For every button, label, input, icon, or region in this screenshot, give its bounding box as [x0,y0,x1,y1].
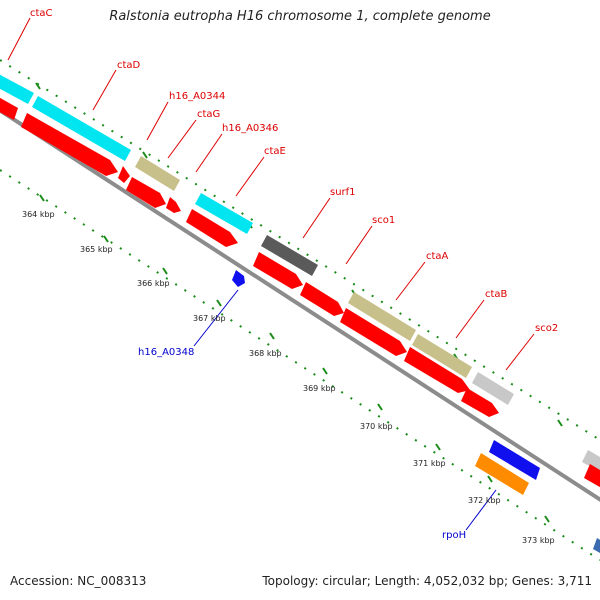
label-leaders-blue [193,289,497,531]
feature-ctaE-rna [195,193,253,234]
tick-label: 370 kbp [360,422,393,431]
leader-surf1 [302,197,331,239]
gene-label-h16_A0348: h16_A0348 [138,347,194,358]
cds-arrow [126,177,166,208]
feature-sco2 [472,372,514,405]
leader-h16_A0344 [146,101,169,141]
feature-edge-gray [582,450,600,472]
label-leaders [7,17,535,371]
inner-tick [322,367,328,375]
leader-rpoH [465,489,497,531]
tick-label: 368 kbp [249,349,282,358]
inner-tick [544,515,550,523]
gene-label-sco1: sco1 [372,215,395,226]
tick-label: 369 kbp [303,384,336,393]
inner-tick [162,267,168,275]
map-title: Ralstonia eutropha H16 chromosome 1, com… [109,9,491,24]
upper-track-features [0,74,600,472]
inner-tick [103,235,109,243]
feature-surf1 [261,235,318,276]
cds-arrow [461,388,499,417]
leader-ctaC [7,17,31,61]
feature-ctaC-rna [0,74,34,104]
gene-label-ctaE: ctaE [264,146,286,157]
leader-ctaE [235,156,265,197]
tick-label: 373 kbp [522,536,555,545]
leader-ctaD [92,69,117,111]
gene-label-ctaG: ctaG [197,109,220,120]
genome-summary-text: Topology: circular; Length: 4,052,032 bp… [262,574,592,588]
cds-arrow [300,282,344,316]
feature-h16_A0344 [135,156,180,191]
outer-tick [557,419,563,427]
feature-ctaB [412,334,472,378]
cds-arrow [340,308,407,356]
cds-arrow [118,166,130,183]
tick-label: 365 kbp [80,245,113,254]
leader-h16_A0346 [195,133,223,173]
inner-tick [377,403,383,411]
cds-arrow [253,252,303,289]
gene-label-ctaD: ctaD [117,60,141,71]
cds-arrow [404,347,470,393]
feature-edge-blue [593,538,600,553]
leader-ctaA [395,261,426,301]
tick-label: 371 kbp [413,459,446,468]
cds-arrow [186,209,238,247]
genome-backbone [0,108,600,502]
tick-label: 372 kbp [468,496,501,505]
leader-ctaG [167,119,197,159]
gene-label-sco2: sco2 [535,323,558,334]
leader-sco1 [345,225,373,265]
inner-tick [269,332,275,340]
feature-ctaD-rna [32,96,131,161]
inner-tick [487,475,493,483]
leader-h16_A0348 [193,289,239,347]
tick-label: 367 kbp [193,314,226,323]
inner-tick [435,443,441,451]
feature-ctaA [348,292,416,341]
feature-rpoH [475,453,529,495]
ruler-labels: 364 kbp 365 kbp 366 kbp 367 kbp 368 kbp … [22,210,555,545]
inner-tick [39,194,45,202]
cds-arrow [21,113,118,176]
outer-tick [142,151,148,159]
gene-label-rpoH: rpoH [442,530,466,541]
feature-h16_A0348 [232,270,245,287]
gene-label-ctaC: ctaC [30,8,53,19]
tick-label: 364 kbp [22,210,55,219]
accession-text: Accession: NC_008313 [10,574,147,588]
cds-track [0,97,600,488]
gene-labels: ctaC ctaD h16_A0344 ctaG h16_A0346 ctaE … [30,8,558,541]
outer-tick [35,82,41,90]
gene-label-h16_A0346: h16_A0346 [222,123,278,134]
gene-label-h16_A0344: h16_A0344 [169,91,225,102]
gene-label-ctaB: ctaB [485,289,508,300]
cds-arrow-edge [584,464,600,488]
cds-arrow [0,97,18,120]
gene-label-ctaA: ctaA [426,251,449,262]
gene-label-surf1: surf1 [330,187,356,198]
leader-sco2 [505,333,535,371]
inner-tick [216,299,222,307]
feature-blue-cds [489,440,540,480]
cds-arrow [166,197,181,213]
tick-label: 366 kbp [137,279,170,288]
leader-ctaB [455,299,485,339]
